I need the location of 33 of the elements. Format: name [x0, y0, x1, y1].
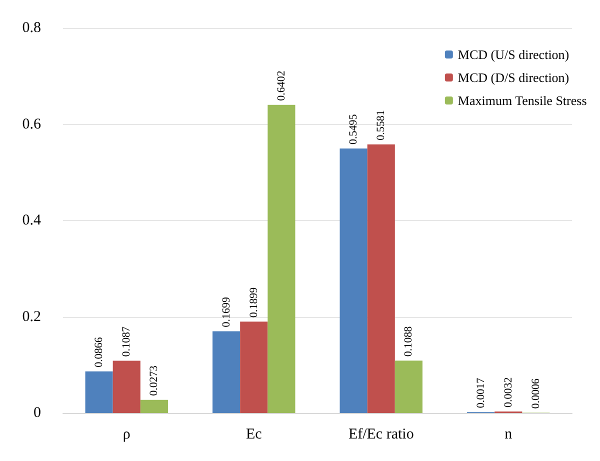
- bar: [85, 371, 113, 413]
- data-label: 0.0032: [502, 377, 514, 408]
- legend-label: Maximum Tensile Stress: [458, 93, 587, 108]
- data-label: 0.1087: [120, 326, 133, 357]
- y-tick-label: 0.4: [22, 212, 42, 228]
- bar: [268, 104, 296, 413]
- data-label: 0.0006: [530, 378, 542, 409]
- y-tick-label: 0.8: [22, 20, 41, 36]
- data-label: 0.0866: [93, 336, 106, 368]
- bar: [140, 400, 168, 413]
- data-label: 0.6402: [275, 70, 288, 101]
- data-label: 0.0017: [474, 377, 487, 408]
- bar: [340, 148, 368, 413]
- y-tick-label: 0: [34, 405, 41, 421]
- y-tick-label: 0.2: [22, 308, 41, 325]
- x-tick-label: n: [504, 426, 513, 442]
- data-label: 0.5581: [375, 110, 388, 140]
- bar: [212, 331, 240, 413]
- x-tick-label: ρ: [122, 426, 130, 442]
- legend-label: MCD (D/S direction): [458, 70, 570, 85]
- data-label: 0.1699: [220, 296, 232, 328]
- data-label: 0.0273: [148, 365, 160, 396]
- x-tick-label: Ec: [246, 426, 262, 442]
- data-label: 0.1899: [248, 286, 260, 318]
- data-label: 0.1088: [402, 326, 415, 357]
- x-tick-label: Ef/Ec ratio: [348, 426, 414, 442]
- bar: [367, 144, 395, 413]
- legend-label: MCD (U/S direction): [458, 47, 570, 62]
- bar: [394, 360, 422, 413]
- bar: [112, 360, 140, 413]
- data-label: 0.5495: [348, 114, 360, 145]
- bar: [240, 322, 268, 413]
- y-tick-label: 0.6: [22, 116, 42, 132]
